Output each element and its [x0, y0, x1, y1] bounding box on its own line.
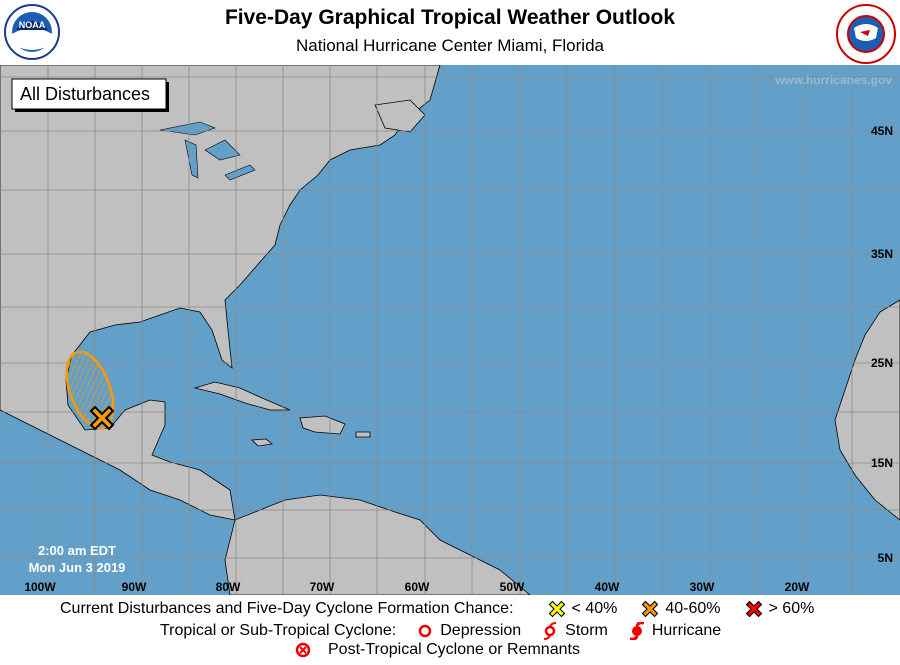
yellow-x-icon	[548, 600, 565, 618]
orange-x-icon	[642, 600, 659, 618]
graticule	[0, 65, 900, 595]
lon-label: 90W	[122, 580, 147, 594]
header: NOAA Five-Day Graphical Tropical Weather…	[0, 0, 900, 65]
disturbance-area	[65, 350, 115, 430]
africa	[834, 299, 900, 521]
legend-low: < 40%	[571, 600, 618, 617]
cuba	[193, 381, 291, 411]
lon-label: 20W	[785, 580, 810, 594]
legend-mid: 40-60%	[665, 600, 721, 617]
lon-label: 40W	[595, 580, 620, 594]
legend-row1-label: Current Disturbances and Five-Day Cyclon…	[60, 600, 514, 617]
legend-hurricane: Hurricane	[651, 622, 722, 639]
website-label: www.hurricanes.gov	[774, 73, 892, 87]
lon-label: 60W	[405, 580, 430, 594]
lon-label: 100W	[24, 580, 56, 594]
lon-label: 80W	[216, 580, 241, 594]
red-x-icon	[745, 600, 762, 618]
south-america	[224, 494, 531, 595]
time-label: 2:00 am EDT	[38, 543, 116, 558]
legend-depression: Depression	[440, 622, 522, 639]
newfoundland	[374, 99, 426, 133]
noaa-logo: NOAA	[4, 4, 60, 60]
great-lakes	[159, 121, 256, 181]
legend-high: > 60%	[768, 600, 815, 617]
lon-label: 50W	[500, 580, 525, 594]
hurricane-icon	[629, 622, 645, 640]
hispaniola	[299, 415, 346, 435]
legend-storm: Storm	[565, 622, 608, 639]
storm-icon	[544, 622, 557, 640]
legend-row3-label: Post-Tropical Cyclone or Remnants	[328, 641, 580, 658]
nws-logo	[836, 4, 896, 64]
date-label: Mon Jun 3 2019	[29, 560, 126, 575]
depression-icon	[418, 624, 432, 638]
lat-label: 15N	[871, 456, 893, 470]
lat-label: 35N	[871, 247, 893, 261]
page-subtitle: National Hurricane Center Miami, Florida	[295, 36, 604, 55]
lat-label: 25N	[871, 356, 893, 370]
lon-label: 70W	[310, 580, 335, 594]
map: www.hurricanes.gov All Disturbances 2:00…	[0, 65, 900, 595]
page-title: Five-Day Graphical Tropical Weather Outl…	[224, 6, 676, 29]
view-label-box[interactable]: All Disturbances	[11, 78, 169, 112]
post-tropical-icon	[295, 642, 311, 658]
view-label: All Disturbances	[20, 84, 150, 104]
legend-row2-label: Tropical or Sub-Tropical Cyclone:	[160, 622, 397, 639]
lon-label: 30W	[690, 580, 715, 594]
disturbance-marker-orange-x-icon[interactable]	[89, 405, 115, 431]
puerto-rico	[355, 431, 371, 438]
lat-label: 45N	[871, 124, 893, 138]
north-america	[0, 65, 441, 521]
lat-label: 5N	[878, 551, 893, 565]
jamaica	[251, 438, 273, 447]
svg-text:NOAA: NOAA	[19, 20, 46, 30]
